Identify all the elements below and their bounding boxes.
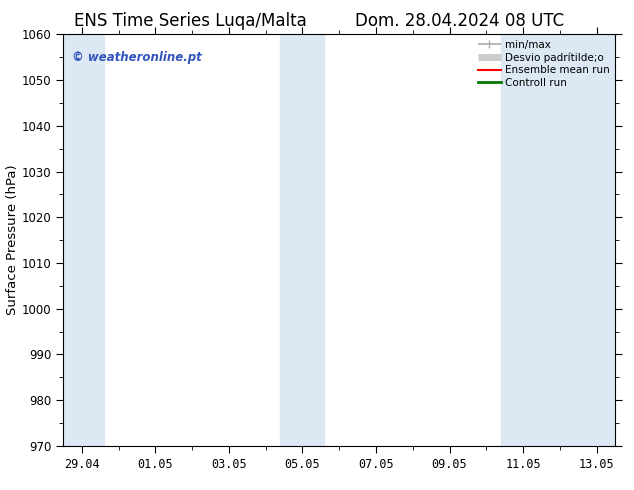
- Text: © weatheronline.pt: © weatheronline.pt: [72, 51, 202, 64]
- Text: Dom. 28.04.2024 08 UTC: Dom. 28.04.2024 08 UTC: [355, 12, 564, 30]
- Bar: [280, 34, 325, 446]
- Bar: [501, 34, 615, 446]
- Text: ENS Time Series Luqa/Malta: ENS Time Series Luqa/Malta: [74, 12, 307, 30]
- Y-axis label: Surface Pressure (hPa): Surface Pressure (hPa): [6, 165, 19, 316]
- Legend: min/max, Desvio padrítilde;o, Ensemble mean run, Controll run: min/max, Desvio padrítilde;o, Ensemble m…: [476, 37, 612, 90]
- Bar: [63, 34, 104, 446]
